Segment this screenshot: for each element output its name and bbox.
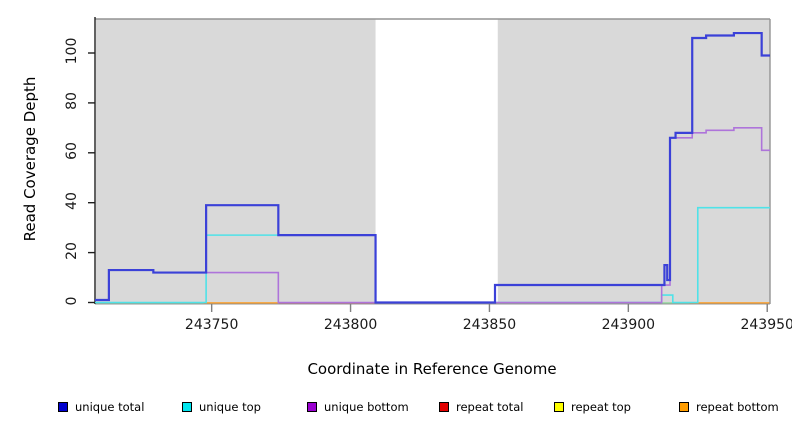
legend-label: repeat top <box>571 400 631 414</box>
y-tick-label: 80 <box>64 91 80 110</box>
x-tick-label: 243900 <box>601 317 656 333</box>
legend-label: repeat bottom <box>696 400 779 414</box>
legend-label: unique top <box>199 400 261 414</box>
legend-item-repeat-bottom: repeat bottom <box>679 400 779 414</box>
legend-item-repeat-top: repeat top <box>554 400 631 414</box>
legend-item-unique-total: unique total <box>58 400 145 414</box>
y-tick-label: 100 <box>64 37 80 65</box>
y-tick-label: 40 <box>64 191 80 210</box>
legend-item-unique-bottom: unique bottom <box>307 400 409 414</box>
x-tick-label: 243800 <box>323 317 378 333</box>
legend-swatch-icon <box>554 402 564 412</box>
legend-swatch-icon <box>58 402 68 412</box>
y-tick-label: 20 <box>64 241 80 260</box>
legend-label: unique bottom <box>324 400 409 414</box>
legend-item-unique-top: unique top <box>182 400 261 414</box>
legend-swatch-icon <box>439 402 449 412</box>
legend-swatch-icon <box>307 402 317 412</box>
y-tick-label: 60 <box>64 141 80 160</box>
y-axis-title: Read Coverage Depth <box>21 76 39 242</box>
legend-item-repeat-total: repeat total <box>439 400 524 414</box>
legend-swatch-icon <box>182 402 192 412</box>
legend-label: repeat total <box>456 400 524 414</box>
x-axis-title: Coordinate in Reference Genome <box>307 360 557 378</box>
x-tick-label: 243750 <box>184 317 239 333</box>
x-tick-label: 243950 <box>740 317 792 333</box>
legend-label: unique total <box>75 400 145 414</box>
legend-swatch-icon <box>679 402 689 412</box>
white-band <box>375 19 498 303</box>
series-unique-total <box>95 31 770 304</box>
x-tick-label: 243850 <box>462 317 517 333</box>
y-tick-label: 0 <box>64 296 80 305</box>
